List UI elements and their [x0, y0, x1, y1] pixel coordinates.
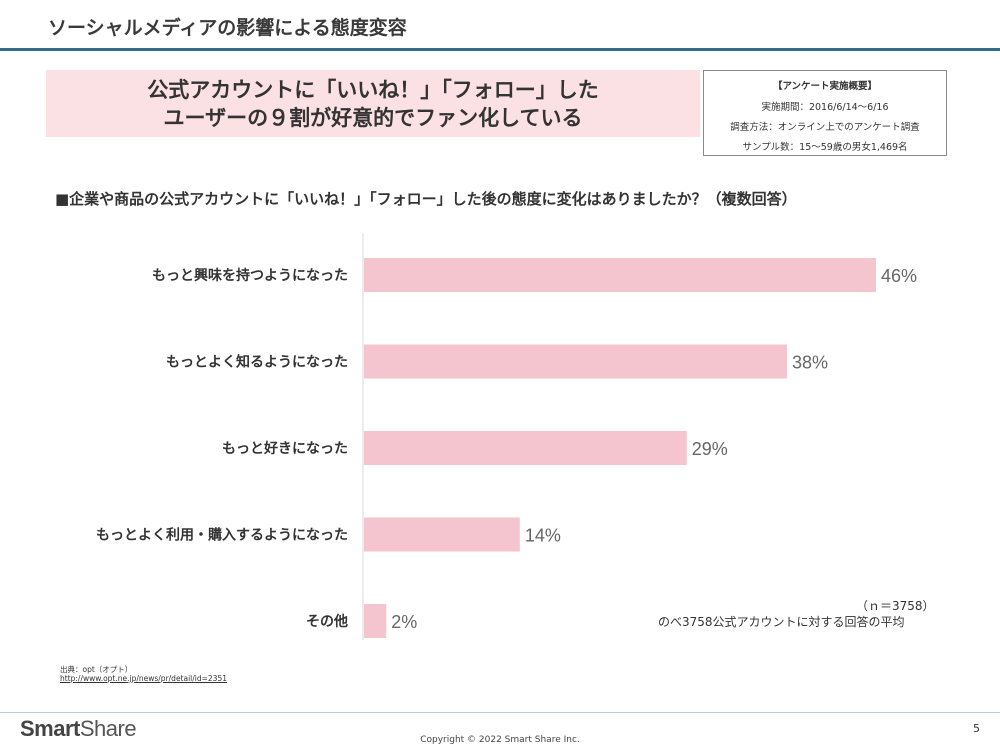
category-label-1: もっとよく知るようになった	[166, 354, 348, 371]
footer-divider	[0, 712, 1000, 713]
category-label-0: もっと興味を持つようになった	[152, 267, 348, 284]
headline-line-2: ユーザーの９割が好意的でファン化している	[163, 105, 583, 130]
logo-text-share: Share	[79, 716, 137, 741]
average-note: のべ3758公式アカウントに対する回答の平均	[658, 615, 905, 629]
survey-title: 【アンケート実施概要】	[772, 81, 878, 92]
value-label-3: 14%	[525, 526, 561, 546]
title-divider	[0, 48, 1000, 51]
category-label-4: その他	[306, 613, 348, 630]
source-label: 出典：opt（オプト）	[60, 665, 133, 674]
bar-3	[364, 517, 520, 552]
headline-box: 公式アカウントに「いいね！」「フォロー」した ユーザーの９割が好意的でファン化し…	[46, 70, 700, 137]
bar-0	[364, 258, 876, 292]
copyright: Copyright © 2022 Smart Share Inc.	[420, 735, 580, 745]
page-number: 5	[973, 722, 980, 735]
smartshare-logo: SmartShare	[20, 716, 137, 742]
value-label-1: 38%	[792, 353, 828, 373]
value-label-2: 29%	[692, 439, 728, 459]
survey-question: ■企業や商品の公式アカウントに「いいね！」「フォロー」した後の態度に変化はありま…	[55, 190, 797, 208]
sample-size-note: （ｎ＝3758）	[856, 599, 935, 613]
survey-method: 調査方法：オンライン上でのアンケート調査	[730, 122, 920, 133]
category-label-3: もっとよく利用・購入するようになった	[96, 527, 348, 544]
value-label-4: 2%	[391, 612, 417, 632]
survey-period: 実施期間：2016/6/14〜6/16	[761, 102, 889, 113]
logo-text-smart: Smart	[20, 716, 80, 741]
bar-1	[364, 344, 787, 379]
survey-overview-box: 【アンケート実施概要】 実施期間：2016/6/14〜6/16 調査方法：オンラ…	[703, 70, 947, 156]
source-link[interactable]: http://www.opt.ne.jp/news/pr/detail/id=2…	[60, 674, 227, 683]
bar-2	[364, 431, 687, 465]
headline-line-1: 公式アカウントに「いいね！」「フォロー」した	[147, 77, 599, 102]
value-label-0: 46%	[881, 266, 917, 286]
bar-4	[364, 604, 387, 638]
survey-sample: サンプル数：15〜59歳の男女1,469名	[742, 142, 908, 153]
page-title: ソーシャルメディアの影響による態度変容	[48, 17, 407, 39]
category-label-2: もっと好きになった	[222, 440, 348, 457]
